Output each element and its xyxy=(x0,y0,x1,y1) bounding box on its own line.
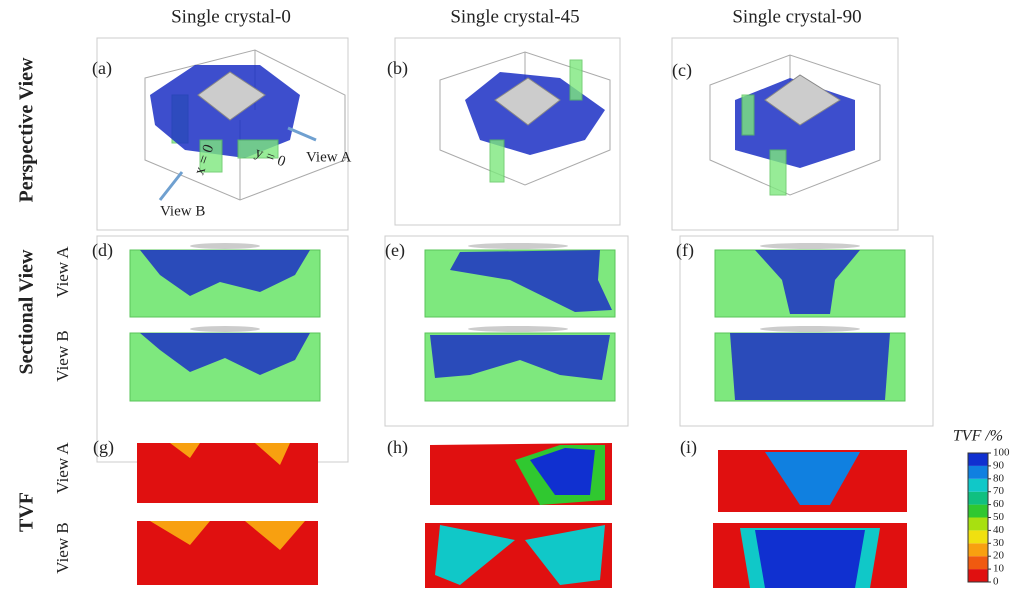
annotation: View B xyxy=(160,203,205,219)
colorbar-tick-label: 0 xyxy=(993,576,999,588)
colorbar-segment xyxy=(968,505,988,518)
panel-label: (g) xyxy=(93,437,114,458)
colorbar-segment xyxy=(968,569,988,582)
colorbar-tick-label: 80 xyxy=(993,472,1005,484)
sectional-panels xyxy=(97,236,933,462)
view-label: View B xyxy=(53,330,72,381)
colorbar-segment xyxy=(968,530,988,543)
panel-label: (f) xyxy=(676,240,694,261)
annotation: y = 0 xyxy=(253,145,288,171)
colorbar-tick-label: 50 xyxy=(993,511,1005,523)
colorbar-tick-label: 60 xyxy=(993,498,1005,510)
colorbar-tick-label: 100 xyxy=(993,447,1010,459)
annotation: View A xyxy=(306,149,352,165)
panel-label: (e) xyxy=(385,240,405,261)
colorbar-segment xyxy=(968,492,988,505)
panel-label: (h) xyxy=(387,437,408,458)
colorbar-segment xyxy=(968,518,988,531)
figure: Single crystal-0 Single crystal-45 Singl… xyxy=(0,0,1017,589)
colorbar-segment xyxy=(968,556,988,569)
view-label: View B xyxy=(53,522,72,573)
view-label: View A xyxy=(53,246,72,298)
panel-label: (i) xyxy=(680,437,697,458)
colorbar-tick-label: 30 xyxy=(993,537,1005,549)
perspective-panels xyxy=(97,38,898,230)
column-header: Single crystal-0 xyxy=(171,6,291,27)
row-label: TVF xyxy=(16,492,38,532)
panel-label: (d) xyxy=(92,240,113,261)
tvf-panels xyxy=(137,443,907,588)
colorbar-tick-label: 70 xyxy=(993,485,1005,497)
column-header: Single crystal-45 xyxy=(450,6,579,27)
panel-label: (b) xyxy=(387,58,408,79)
colorbar-segment xyxy=(968,466,988,479)
panel-label: (a) xyxy=(92,58,112,79)
colorbar-tick-label: 90 xyxy=(993,459,1005,471)
row-label: Perspective View xyxy=(16,57,38,202)
colorbar-tick-label: 10 xyxy=(993,563,1005,575)
panel-label: (c) xyxy=(672,60,692,81)
colorbar-segment xyxy=(968,453,988,466)
colorbar-segment xyxy=(968,479,988,492)
colorbar-segment xyxy=(968,543,988,556)
colorbar-tick-label: 40 xyxy=(993,524,1005,536)
view-label: View A xyxy=(53,442,72,494)
row-label: Sectional View xyxy=(16,249,38,375)
column-header: Single crystal-90 xyxy=(732,6,861,27)
colorbar-tick-label: 20 xyxy=(993,550,1005,562)
colorbar-title: TVF /% xyxy=(953,428,1003,445)
